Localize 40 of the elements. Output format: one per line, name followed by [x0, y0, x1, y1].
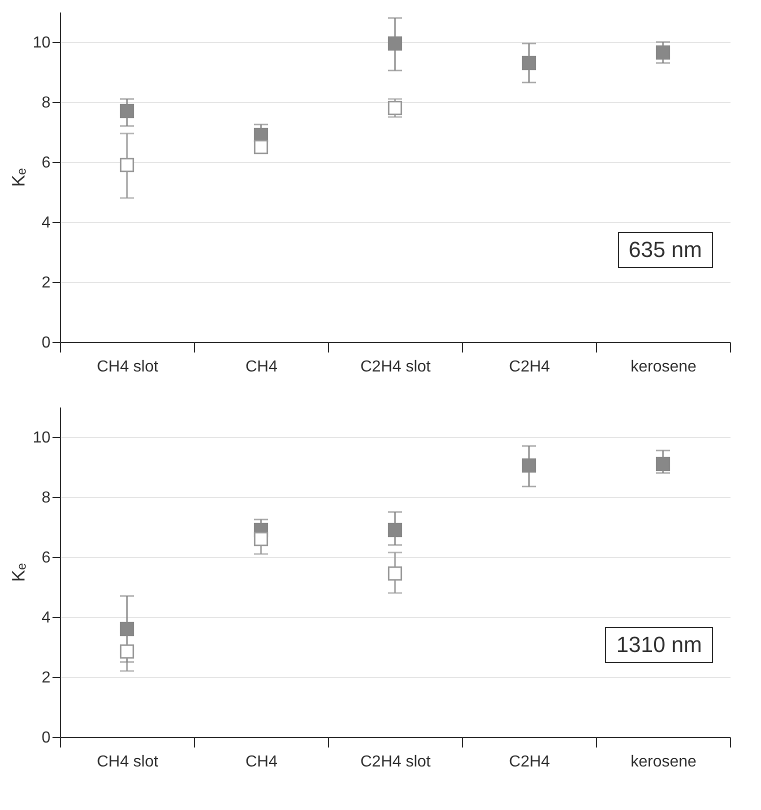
- y-tick-label: 6: [42, 154, 51, 172]
- x-tick-label: kerosene: [630, 754, 697, 770]
- point: [522, 56, 536, 70]
- x-tick-label: CH4 slot: [96, 754, 159, 770]
- y-tick-label: 0: [42, 334, 51, 352]
- point: [388, 566, 402, 581]
- point: [388, 100, 402, 116]
- point: [388, 36, 402, 51]
- point: [120, 622, 134, 636]
- point: [120, 644, 134, 659]
- point: [120, 158, 134, 172]
- y-tick-label: 0: [42, 730, 51, 746]
- x-tick-label: CH4: [245, 358, 278, 376]
- y-tick-label: 8: [42, 94, 51, 112]
- annotation: 635 nm: [618, 232, 713, 268]
- point: [254, 532, 268, 546]
- y-tick-label: 8: [42, 490, 51, 506]
- x-tick-label: C2H4: [509, 358, 550, 376]
- y-tick-label: 2: [42, 274, 51, 292]
- point: [656, 45, 670, 60]
- y-tick-label: 10: [32, 34, 51, 52]
- point: [254, 140, 268, 154]
- y-tick-label: 4: [42, 610, 51, 626]
- y-tick-label: 10: [32, 430, 51, 446]
- x-tick-label: CH4 slot: [96, 358, 159, 376]
- y-tick-label: 4: [42, 214, 51, 232]
- x-tick-label: kerosene: [630, 358, 697, 376]
- point: [522, 458, 536, 473]
- y-tick-label: 6: [42, 550, 51, 566]
- y-tick-label: 2: [42, 670, 51, 686]
- point: [656, 456, 670, 472]
- x-tick-label: C2H4 slot: [360, 754, 432, 770]
- x-tick-label: C2H4: [509, 754, 550, 770]
- point: [120, 104, 134, 118]
- y-axis-title: Kₑ: [8, 562, 29, 582]
- x-tick-label: C2H4 slot: [360, 358, 432, 376]
- y-axis-title: Kₑ: [8, 168, 29, 187]
- point: [388, 522, 402, 538]
- annotation: 1310 nm: [605, 627, 713, 663]
- x-tick-label: CH4: [245, 754, 278, 770]
